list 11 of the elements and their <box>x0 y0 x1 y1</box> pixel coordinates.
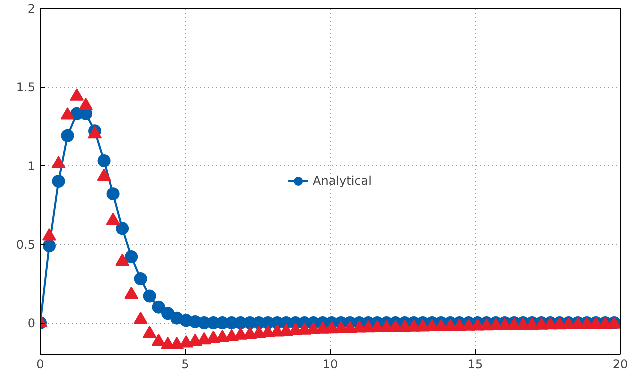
x-tick-label: 5 <box>182 358 190 372</box>
x-tick-label: 10 <box>322 358 338 372</box>
y-tick-label: 1 <box>28 159 36 174</box>
x-tick-label: 0 <box>36 358 44 372</box>
y-tick-label: 0.5 <box>16 238 36 252</box>
y-tick-label: 0 <box>28 316 36 331</box>
y-tick-label: 2 <box>28 2 36 16</box>
y-tick-label: 1.5 <box>16 80 36 95</box>
legend-label: Analytical <box>313 174 372 188</box>
x-tick-label: 15 <box>468 358 484 372</box>
x-tick-label: 20 <box>612 358 628 372</box>
